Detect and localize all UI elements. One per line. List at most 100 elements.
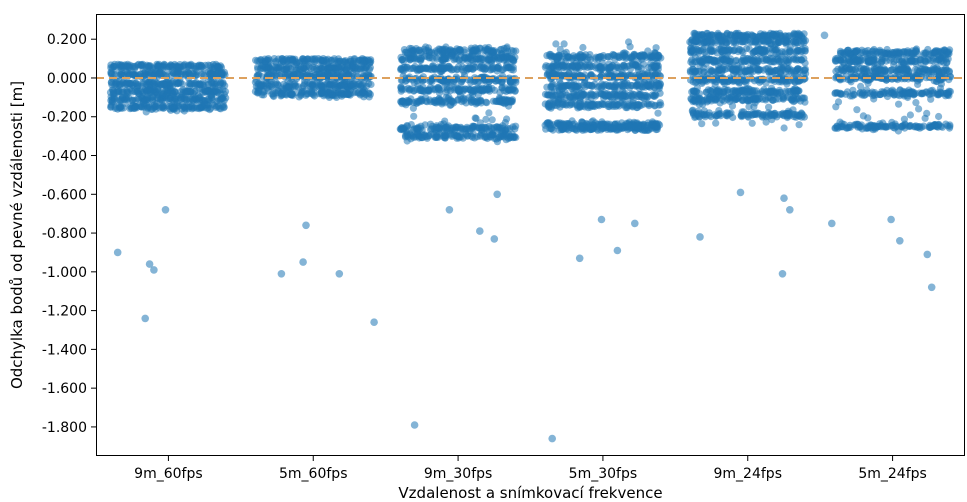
data-point: [457, 51, 465, 59]
data-point: [586, 63, 594, 71]
data-point: [607, 81, 616, 89]
data-point: [695, 30, 703, 39]
data-point: [591, 80, 599, 88]
data-point: [506, 78, 514, 86]
data-point: [689, 106, 697, 114]
data-point: [941, 92, 950, 100]
outlier-point: [445, 206, 454, 214]
data-point: [894, 52, 903, 61]
data-point: [511, 87, 519, 95]
data-point: [151, 66, 159, 74]
data-point: [644, 47, 652, 55]
data-point: [188, 95, 196, 103]
outlier-point: [780, 194, 788, 202]
data-point: [495, 94, 503, 102]
data-point: [886, 56, 894, 64]
data-point: [546, 50, 554, 59]
data-point: [472, 63, 480, 71]
data-point: [490, 124, 498, 132]
data-point: [427, 98, 435, 106]
data-point: [878, 48, 887, 56]
data-point: [579, 43, 587, 52]
data-point: [169, 90, 177, 98]
data-point: [475, 78, 483, 86]
data-point: [769, 30, 777, 38]
data-point: [768, 96, 776, 104]
data-point: [878, 55, 886, 63]
data-point: [612, 72, 620, 81]
data-point: [850, 91, 859, 99]
points-layer: [106, 29, 955, 443]
data-point: [153, 94, 161, 102]
data-point: [701, 113, 709, 121]
data-point: [470, 98, 478, 106]
data-point: [555, 68, 563, 76]
data-point: [111, 104, 119, 112]
data-point: [301, 77, 309, 85]
data-point: [164, 67, 172, 75]
data-point: [457, 85, 465, 93]
data-point: [175, 69, 183, 77]
data-point: [622, 54, 630, 63]
data-point: [566, 93, 574, 101]
data-point: [469, 130, 477, 138]
data-point: [422, 43, 430, 51]
data-point: [715, 37, 724, 46]
data-point: [283, 63, 291, 71]
data-point: [911, 89, 919, 97]
data-point: [131, 104, 139, 112]
data-point: [204, 61, 212, 69]
data-point: [634, 121, 642, 129]
data-point: [220, 104, 228, 112]
data-point: [583, 56, 591, 64]
data-point: [199, 70, 207, 78]
data-point: [419, 77, 427, 85]
data-point: [938, 54, 946, 62]
data-point: [789, 98, 798, 106]
data-point: [705, 37, 713, 45]
data-point: [914, 123, 923, 131]
data-point: [438, 62, 446, 70]
data-point: [769, 112, 778, 120]
data-point: [279, 85, 288, 94]
data-point: [191, 71, 199, 79]
data-point: [493, 138, 501, 146]
data-point: [640, 100, 648, 108]
data-point: [903, 48, 911, 57]
data-point: [501, 84, 509, 92]
data-point: [922, 74, 930, 82]
data-point: [869, 126, 877, 134]
data-point: [749, 49, 758, 57]
outlier-point: [145, 260, 154, 268]
data-point: [715, 110, 723, 118]
data-point: [504, 59, 512, 68]
data-point: [857, 82, 865, 90]
data-point: [350, 61, 358, 69]
data-point: [743, 66, 752, 74]
data-point: [762, 65, 770, 73]
data-point: [414, 81, 422, 89]
data-point: [120, 88, 128, 96]
data-point: [581, 103, 589, 111]
data-point: [117, 61, 125, 69]
data-point: [285, 84, 293, 92]
data-point: [543, 91, 552, 99]
data-point: [876, 120, 884, 128]
data-point: [406, 56, 414, 64]
data-point: [724, 45, 732, 53]
outlier-point: [299, 258, 307, 266]
data-point: [762, 118, 770, 126]
data-point: [204, 75, 212, 83]
data-point: [417, 56, 425, 65]
data-point: [720, 63, 728, 71]
data-point: [735, 79, 743, 87]
data-point: [562, 63, 570, 71]
outlier-point: [548, 434, 556, 443]
data-point: [914, 80, 922, 88]
data-point: [343, 89, 351, 97]
data-point: [597, 73, 605, 81]
outlier-point: [490, 235, 499, 243]
data-point: [366, 59, 374, 67]
data-point: [632, 81, 641, 90]
data-point: [636, 91, 644, 99]
